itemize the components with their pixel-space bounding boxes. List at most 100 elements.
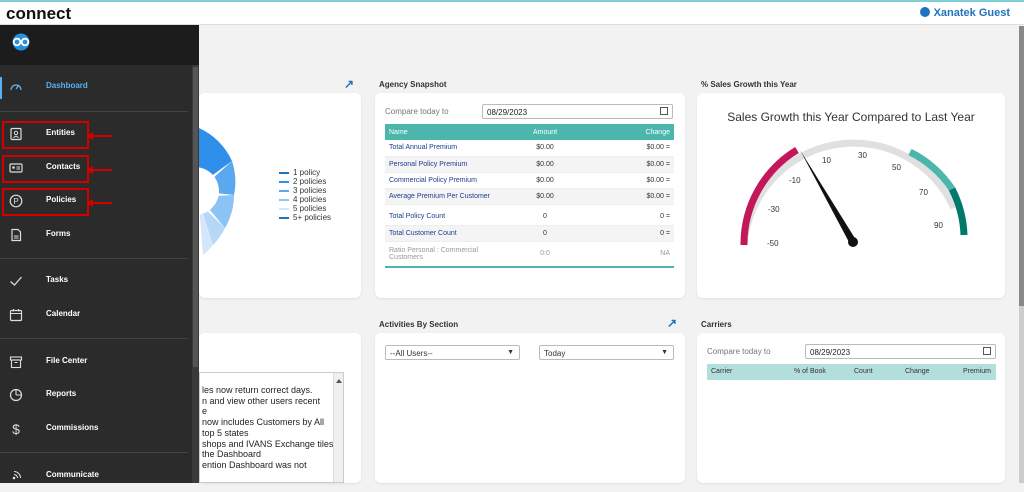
broadcast-icon <box>9 469 23 483</box>
calendar-icon[interactable] <box>983 347 991 355</box>
row-amount: $0.00 <box>515 156 575 173</box>
calendar-icon[interactable] <box>660 107 668 115</box>
sidebar-item-reports[interactable]: Reports <box>0 381 192 411</box>
row-change: $0.00 = <box>575 156 674 173</box>
legend-item[interactable]: 2 policies <box>279 177 331 186</box>
annotation-arrow-entities <box>87 132 112 140</box>
legend-label: 3 policies <box>293 186 327 195</box>
sidebar-item-entities[interactable]: Entities <box>0 120 192 150</box>
sidebar-item-dashboard[interactable]: Dashboard <box>0 73 192 103</box>
section-title-carriers: Carriers <box>701 320 732 329</box>
note-line: now includes Customers by All <box>202 417 325 428</box>
row-change: NA <box>575 241 674 268</box>
policy-donut-chart <box>199 128 236 255</box>
svg-text:P: P <box>13 197 18 206</box>
gauge-tick: 50 <box>892 163 901 172</box>
gauge-title: Sales Growth this Year Compared to Last … <box>727 110 975 124</box>
legend-label: 5+ policies <box>293 213 332 222</box>
compare-label: Compare today to <box>385 107 449 116</box>
column-header: Premium <box>963 368 992 375</box>
column-header: % of Book <box>794 368 826 375</box>
sidebar-scroll-thumb[interactable] <box>193 67 198 367</box>
carriers-date-input[interactable]: 08/29/2023 <box>805 344 996 359</box>
policy-p-icon: P <box>9 194 23 208</box>
divider <box>0 111 188 112</box>
row-name: Total Policy Count <box>385 209 515 226</box>
sidebar-item-file-center[interactable]: File Center <box>0 348 192 378</box>
note-line: ention Dashboard was not <box>202 459 307 470</box>
external-link-icon[interactable]: ↗ <box>667 316 678 330</box>
users-select[interactable]: --All Users-- ▼ <box>385 345 520 360</box>
legend-swatch <box>279 181 289 183</box>
sidebar-item-communicate[interactable]: Communicate <box>0 462 192 492</box>
legend-item[interactable]: 5 policies <box>279 204 331 213</box>
agency-snapshot-table: Name Amount Change Total Annual Premium $… <box>385 124 674 268</box>
row-change: $0.00 = <box>575 188 674 205</box>
external-link-icon[interactable]: ↗ <box>344 77 355 91</box>
brand-logo-text: connect <box>6 4 72 23</box>
period-select-value: Today <box>544 349 566 358</box>
sidebar-item-policies[interactable]: P Policies <box>0 187 192 217</box>
note-line: les now return correct days. <box>202 385 313 395</box>
gauge-band-positive <box>908 148 955 192</box>
legend-item[interactable]: 4 policies <box>279 195 331 204</box>
gauge-icon <box>9 80 23 94</box>
sidebar-item-label: File Center <box>46 356 88 365</box>
page-scrollbar[interactable] <box>1019 26 1024 483</box>
archive-icon <box>9 355 23 369</box>
row-change: 0 = <box>575 209 674 226</box>
user-menu[interactable]: Xanatek Guest <box>919 7 1010 19</box>
gauge-needle-hub <box>848 237 858 247</box>
notes-scrollbar[interactable] <box>333 373 343 482</box>
table-row: Total Customer Count 0 0 = <box>385 225 674 242</box>
check-icon <box>9 274 23 288</box>
note-line: the Dashboard <box>202 449 262 460</box>
legend-item[interactable]: 1 policy <box>279 168 331 177</box>
carriers-table-header: Carrier % of Book Count Change Premium <box>707 364 996 380</box>
legend-label: 1 policy <box>293 168 321 177</box>
annotation-highlight-entities <box>2 121 89 149</box>
gauge-tick: -30 <box>768 205 780 214</box>
row-amount: $0.00 <box>515 172 575 189</box>
legend-swatch <box>279 217 289 219</box>
sidebar-item-label: Forms <box>46 229 71 238</box>
gauge-band-negative <box>740 147 799 246</box>
legend-swatch <box>279 172 289 174</box>
gauge-tick: 30 <box>858 151 867 160</box>
donut-slice[interactable] <box>199 205 213 255</box>
sales-growth-gauge: -50 -30 -10 10 30 50 70 90 <box>740 139 968 248</box>
sidebar-scrollbar[interactable] <box>192 65 199 483</box>
gauge-tick: 10 <box>822 156 831 165</box>
sidebar-item-label: Contacts <box>46 162 81 171</box>
table-row: Total Annual Premium $0.00 $0.00 = <box>385 140 674 157</box>
legend-label: 5 policies <box>293 204 327 213</box>
annotation-arrow-policies <box>87 199 112 207</box>
row-change: $0.00 = <box>575 172 674 189</box>
row-name: Total Annual Premium <box>385 140 515 157</box>
snapshot-date-input[interactable]: 08/29/2023 <box>482 104 673 119</box>
legend-item[interactable]: 3 policies <box>279 186 331 195</box>
annotation-highlight-contacts <box>2 155 89 183</box>
column-header: Count <box>854 368 873 375</box>
table-row: Ratio Personal : Commercial Customers 0:0… <box>385 241 674 268</box>
row-change: 0 = <box>575 225 674 242</box>
pie-chart-icon <box>9 388 23 402</box>
table-row: Personal Policy Premium $0.00 $0.00 = <box>385 156 674 173</box>
app-logo-icon[interactable] <box>6 33 36 51</box>
sidebar-item-tasks[interactable]: Tasks <box>0 267 192 297</box>
page-scroll-thumb[interactable] <box>1019 26 1024 306</box>
period-select[interactable]: Today ▼ <box>539 345 674 360</box>
sidebar-item-label: Dashboard <box>46 81 88 90</box>
release-notes-textarea[interactable]: les now return correct days. n and view … <box>199 372 344 483</box>
legend-swatch <box>279 199 289 201</box>
table-row: Total Policy Count 0 0 = <box>385 209 674 226</box>
note-line: top 5 states <box>202 427 249 438</box>
compare-label: Compare today to <box>707 347 771 356</box>
sidebar-item-calendar[interactable]: Calendar <box>0 301 192 331</box>
sidebar-item-contacts[interactable]: Contacts <box>0 154 192 184</box>
sidebar-item-forms[interactable]: Forms <box>0 221 192 251</box>
legend-item[interactable]: 5+ policies <box>279 213 331 222</box>
sidebar-item-commissions[interactable]: $ Commissions <box>0 415 192 445</box>
donut-slice[interactable] <box>199 203 225 245</box>
divider <box>0 452 188 453</box>
